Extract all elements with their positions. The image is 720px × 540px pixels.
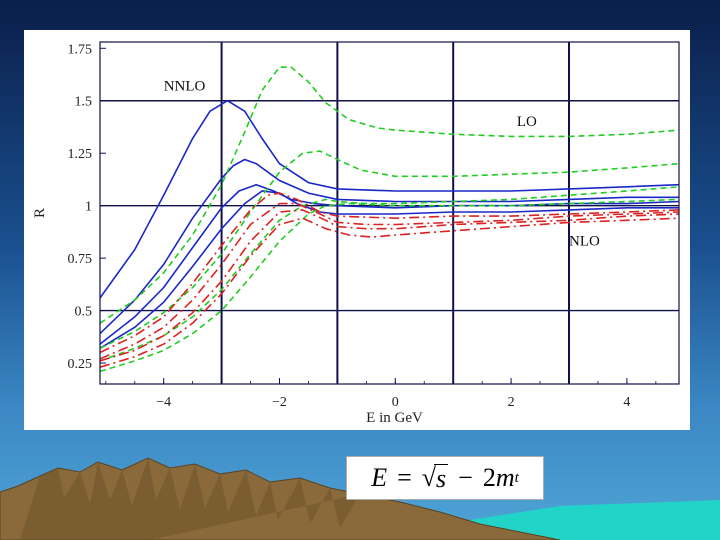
formula-minus: −: [458, 463, 473, 492]
x-tick-label: −2: [272, 395, 287, 410]
series-line-lo-8: [99, 198, 680, 373]
x-axis-label: E in GeV: [366, 410, 423, 426]
formula-coeff: 2: [482, 463, 496, 492]
series-line-lo-6: [99, 150, 680, 350]
y-tick-label: 0.75: [68, 252, 93, 267]
series-line-nnlo-4: [99, 190, 679, 349]
formula-mass: m: [495, 463, 515, 492]
x-tick-label: 2: [508, 395, 515, 410]
series-label-nlo: NLO: [569, 234, 600, 250]
mountain-ridge-shade: [20, 458, 360, 540]
series-line-nlo-9: [99, 192, 680, 354]
series-line-nnlo-2: [99, 158, 679, 335]
x-tick-label: 0: [392, 395, 399, 410]
formula-sqrt-sign: √: [421, 463, 437, 492]
y-tick-label: 1: [85, 200, 92, 215]
series-line-nlo-10: [99, 202, 680, 360]
ratio-chart: −4 −2 0 2 4 0.25 0.5 0.75 1 1.25 1.5 1.75 E in GeV R N…: [32, 41, 680, 426]
y-tick-label: 0.25: [68, 357, 93, 372]
series-line-lo-5: [99, 66, 680, 324]
formula-equals: =: [397, 463, 412, 492]
y-tick-label: 1.25: [68, 147, 93, 162]
y-axis-label: R: [32, 208, 48, 218]
y-tick-label: 1.75: [68, 42, 93, 57]
formula-radicand: s: [434, 463, 449, 493]
y-tick-label: 0.5: [75, 305, 93, 320]
plot-frame: [99, 41, 680, 385]
series-line-nnlo-1: [99, 99, 680, 299]
series-line-nlo-11: [99, 209, 680, 362]
formula-lhs: E: [371, 463, 388, 492]
series-layer: [99, 66, 680, 373]
energy-formula: E = √ s − 2 m t: [346, 456, 544, 500]
text-layer: −4 −2 0 2 4 0.25 0.5 0.75 1 1.25 1.5 1.75 E in GeV R N…: [32, 42, 630, 426]
y-tick-label: 1.5: [75, 95, 93, 110]
series-line-nlo-12: [99, 217, 680, 368]
series-label-lo: LO: [517, 114, 537, 130]
series-label-nnlo: NNLO: [164, 78, 206, 94]
chart-panel: −4 −2 0 2 4 0.25 0.5 0.75 1 1.25 1.5 1.75 E in GeV R N…: [24, 30, 690, 430]
axis-layer: [99, 41, 680, 385]
x-tick-label: 4: [623, 395, 630, 410]
series-line-lo-7: [99, 186, 680, 362]
x-tick-label: −4: [156, 395, 171, 410]
formula-subscript: t: [514, 469, 519, 486]
